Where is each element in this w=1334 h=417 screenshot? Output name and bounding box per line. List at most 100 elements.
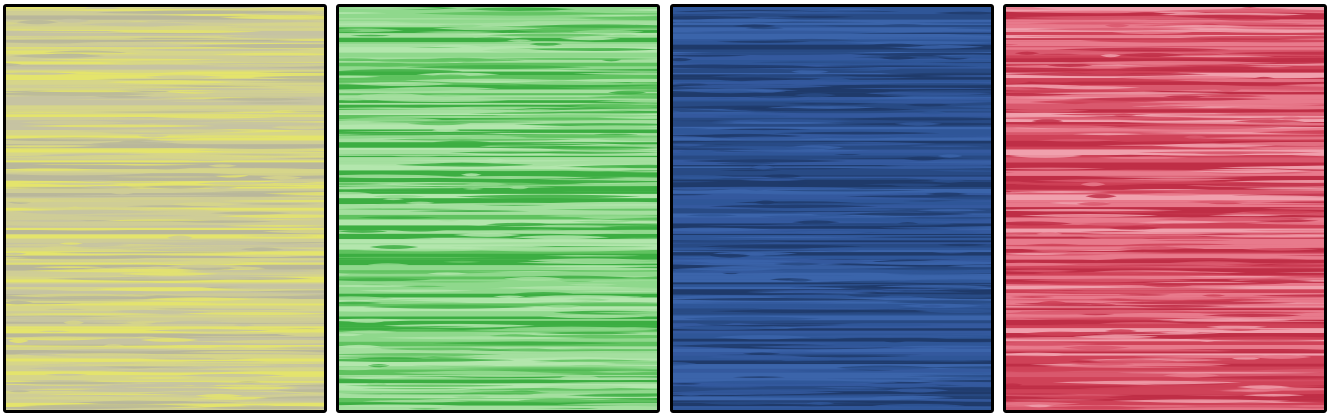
streak (1006, 368, 1087, 373)
streak (713, 114, 791, 118)
streak (673, 272, 991, 276)
streak (431, 128, 460, 132)
streak (673, 294, 991, 298)
streak (925, 192, 969, 196)
streak (673, 348, 991, 353)
streak (765, 38, 858, 42)
streak (673, 199, 991, 203)
streak (1006, 275, 1324, 280)
swatch-panel (336, 4, 660, 413)
streak (48, 36, 147, 40)
streak (916, 333, 991, 336)
streak (596, 137, 657, 142)
streak (339, 375, 657, 377)
streak (709, 253, 751, 258)
streak (1071, 256, 1121, 261)
streak (375, 336, 586, 340)
streak (550, 382, 657, 384)
streak (686, 214, 738, 217)
streak (1175, 53, 1223, 56)
streak (580, 166, 630, 169)
streak (947, 376, 991, 379)
streak (850, 32, 991, 35)
streak (883, 89, 991, 93)
streak (174, 335, 324, 338)
streak (443, 86, 620, 88)
streak (277, 384, 324, 387)
streak (6, 111, 79, 113)
streak (1006, 172, 1016, 173)
streak (70, 388, 201, 392)
streak (1006, 355, 1054, 357)
streak (129, 210, 230, 212)
streak (18, 124, 216, 128)
streak (32, 58, 226, 61)
streak (464, 198, 491, 202)
streak (339, 349, 408, 354)
streak (600, 215, 657, 218)
streak (1006, 344, 1324, 350)
streak (339, 62, 657, 67)
streak (567, 291, 657, 293)
streak (907, 145, 985, 147)
streak (6, 95, 109, 100)
streak (26, 90, 144, 93)
streak (1237, 210, 1324, 214)
streak (37, 246, 87, 250)
streak (1006, 30, 1324, 32)
streak (271, 110, 298, 113)
streak (1006, 111, 1324, 113)
streak (1088, 389, 1239, 391)
streak (673, 179, 991, 186)
streak (146, 122, 324, 126)
streak (16, 32, 179, 34)
streak (730, 191, 904, 195)
streak (673, 390, 845, 395)
streak (788, 61, 951, 63)
streak (21, 210, 115, 215)
streak (792, 220, 840, 224)
streak (789, 286, 817, 289)
streak (357, 216, 439, 219)
streak (6, 225, 324, 228)
streak (486, 33, 616, 37)
streak (254, 71, 324, 74)
streak (91, 95, 153, 98)
streak (1131, 193, 1212, 196)
streak (339, 397, 545, 399)
streak (685, 11, 822, 13)
streak (1238, 15, 1324, 19)
streak (1006, 394, 1324, 399)
streak (673, 152, 991, 156)
streak (1273, 95, 1324, 98)
streak (896, 191, 991, 193)
streak (152, 252, 324, 254)
streak (949, 105, 991, 109)
streak (898, 88, 991, 91)
streak (673, 96, 991, 101)
streak (721, 107, 917, 112)
streak (1006, 262, 1079, 266)
streak (596, 75, 657, 78)
streak (45, 348, 202, 352)
streak (6, 47, 324, 49)
streak (354, 248, 497, 252)
streak (1171, 14, 1272, 19)
streak (1006, 403, 1324, 406)
streak (1006, 170, 1324, 176)
streak (339, 198, 657, 205)
streak (1130, 311, 1324, 314)
streak (673, 240, 792, 244)
streak (172, 191, 324, 193)
streak (1179, 35, 1324, 40)
streak (673, 259, 802, 264)
streak (1006, 263, 1324, 269)
streak (948, 168, 991, 171)
streak (1239, 89, 1324, 91)
streak (1006, 221, 1073, 226)
streak (1036, 139, 1119, 142)
streak (1256, 57, 1324, 60)
streak (1207, 265, 1324, 268)
streak (1236, 385, 1290, 389)
streak (208, 164, 238, 168)
